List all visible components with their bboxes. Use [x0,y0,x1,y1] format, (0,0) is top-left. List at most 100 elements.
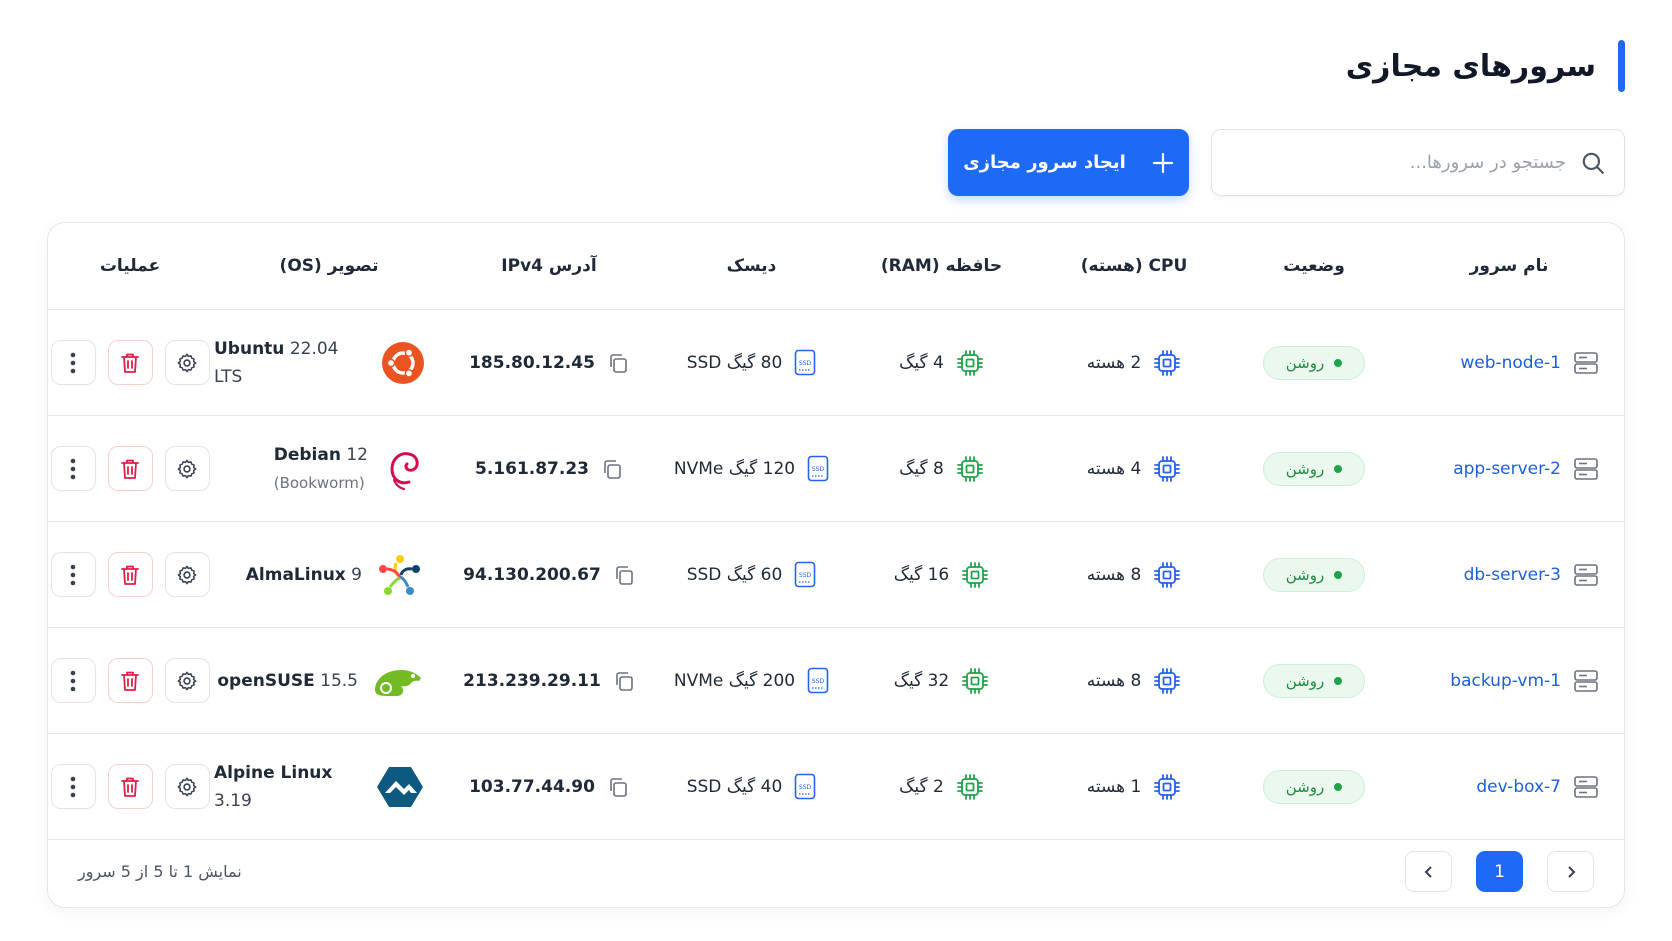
status-text: روشن [1285,777,1325,796]
create-button[interactable]: ایجاد سرور مجازی [948,129,1189,196]
ram-icon-svg [956,455,983,482]
ram-text: 16 گیگ [893,564,950,585]
prev-page[interactable] [1405,851,1452,892]
disk-cell: SSD 40 گیگ SSD [654,773,849,800]
copy-icon[interactable] [613,564,635,586]
os-cell: Ubuntu 22.04 LTS [214,335,444,391]
ram-cell: 8 گیگ [849,455,1034,483]
ip-cell: 103.77.44.90 [444,776,654,798]
trash-icon-svg [121,777,139,797]
status-text: روشن [1285,353,1325,372]
os-logo-svg [382,341,424,384]
os-logo [382,446,424,492]
server-icon [1573,351,1599,375]
os-name: AlmaLinux 9 [246,561,362,589]
server-name-link[interactable]: db-server-3 [1463,564,1561,585]
delete-button[interactable] [107,552,153,597]
os-logo-svg [379,554,420,595]
gear-icon-svg [177,777,197,796]
settings-button[interactable] [164,658,210,703]
disk-text: 60 گیگ SSD [686,564,783,585]
gear-icon-svg [177,565,197,584]
delete-button[interactable] [107,658,153,703]
table-row: db-server-3 روشن 8 هسته 16 گیگ SSD 60 گیگ SSD… [48,522,1624,628]
server-icon [1573,669,1599,693]
table-body: web-node-1 روشن 2 هسته 4 گیگ SSD 80 گیگ SSD 18… [48,310,1624,840]
disk-text: 200 گیگ NVMe [673,670,796,691]
column-header: عملیات [99,256,161,276]
trash-icon [120,670,140,692]
status-cell: روشن [1234,769,1394,804]
copy-icon[interactable] [607,776,629,798]
server-name-link[interactable]: web-node-1 [1460,352,1561,373]
plus-icon [1152,152,1173,173]
disk-icon-svg: SSD [794,349,816,376]
server-name-link[interactable]: app-server-2 [1453,458,1561,479]
os-logo [382,341,424,384]
delete-button[interactable] [107,340,153,385]
disk-icon-svg: SSD [794,773,816,800]
server-name-link[interactable]: dev-box-7 [1476,776,1561,797]
gear-icon [176,352,198,374]
delete-button[interactable] [107,446,153,491]
kebab-icon-svg [70,776,76,797]
status-cell: روشن [1234,557,1394,592]
more-button[interactable] [50,764,96,809]
more-button[interactable] [50,552,96,597]
more-button[interactable] [50,340,96,385]
os-name: Debian 12 (Bookworm) [274,441,368,497]
ram-icon-svg [962,667,989,694]
kebab-icon [70,563,76,587]
ram-text: 32 گیگ [893,670,950,691]
copy-icon[interactable] [613,670,635,692]
kebab-icon [70,351,76,375]
ip-cell: 94.130.200.67 [444,564,654,586]
svg-text:SSD: SSD [799,360,812,367]
column-header: تصویر (OS) [279,256,379,276]
table-row: backup-vm-1 روشن 8 هسته 32 گیگ SSD 200 گیگ NV… [48,628,1624,734]
server-name-link[interactable]: backup-vm-1 [1450,670,1561,691]
cpu-icon [1153,349,1181,377]
status-cell: روشن [1234,345,1394,380]
cpu-icon [1153,667,1181,695]
ram-text: 4 گیگ [899,352,944,373]
gear-icon [176,458,198,480]
copy-icon[interactable] [607,352,629,374]
trash-icon [120,352,140,374]
settings-button[interactable] [164,552,210,597]
copy-icon-svg [604,459,621,479]
actions-cell [48,446,214,491]
settings-button[interactable] [164,340,210,385]
cpu-icon [1153,561,1181,589]
os-cell: AlmaLinux 9 [214,551,444,599]
disk-icon: SSD [794,349,816,376]
copy-icon[interactable] [601,458,623,480]
ram-text: 2 گیگ [899,776,944,797]
ip-address: 213.239.29.11 [463,670,601,691]
search-box[interactable]: جستجو در سرورها... [1211,129,1625,196]
svg-text:SSD: SSD [799,784,812,791]
column-header: حافظه (RAM) [880,256,1003,276]
ram-icon [961,561,989,589]
disk-icon: SSD [794,561,816,588]
more-button[interactable] [50,446,96,491]
delete-button[interactable] [107,764,153,809]
settings-button[interactable] [164,446,210,491]
column-header: نام سرور [1469,256,1549,276]
os-codename: (Bookworm) [273,473,365,492]
ram-cell: 2 گیگ [849,773,1034,801]
disk-cell: SSD 200 گیگ NVMe [654,667,849,694]
chevron [1424,865,1432,878]
os-name: Ubuntu 22.04 LTS [214,335,368,391]
settings-button[interactable] [164,764,210,809]
cpu-icon-svg [1154,561,1181,588]
os-name: Alpine Linux 3.19 [214,759,362,815]
more-button[interactable] [50,658,96,703]
ip-cell: 185.80.12.45 [444,352,654,374]
status-badge: روشن [1262,769,1366,804]
server-icon-svg [1574,775,1598,798]
actions-cell [48,552,214,597]
os-version: 15.5 [320,670,358,691]
next-page[interactable] [1547,851,1594,892]
page-button[interactable]: 1 [1476,851,1523,892]
